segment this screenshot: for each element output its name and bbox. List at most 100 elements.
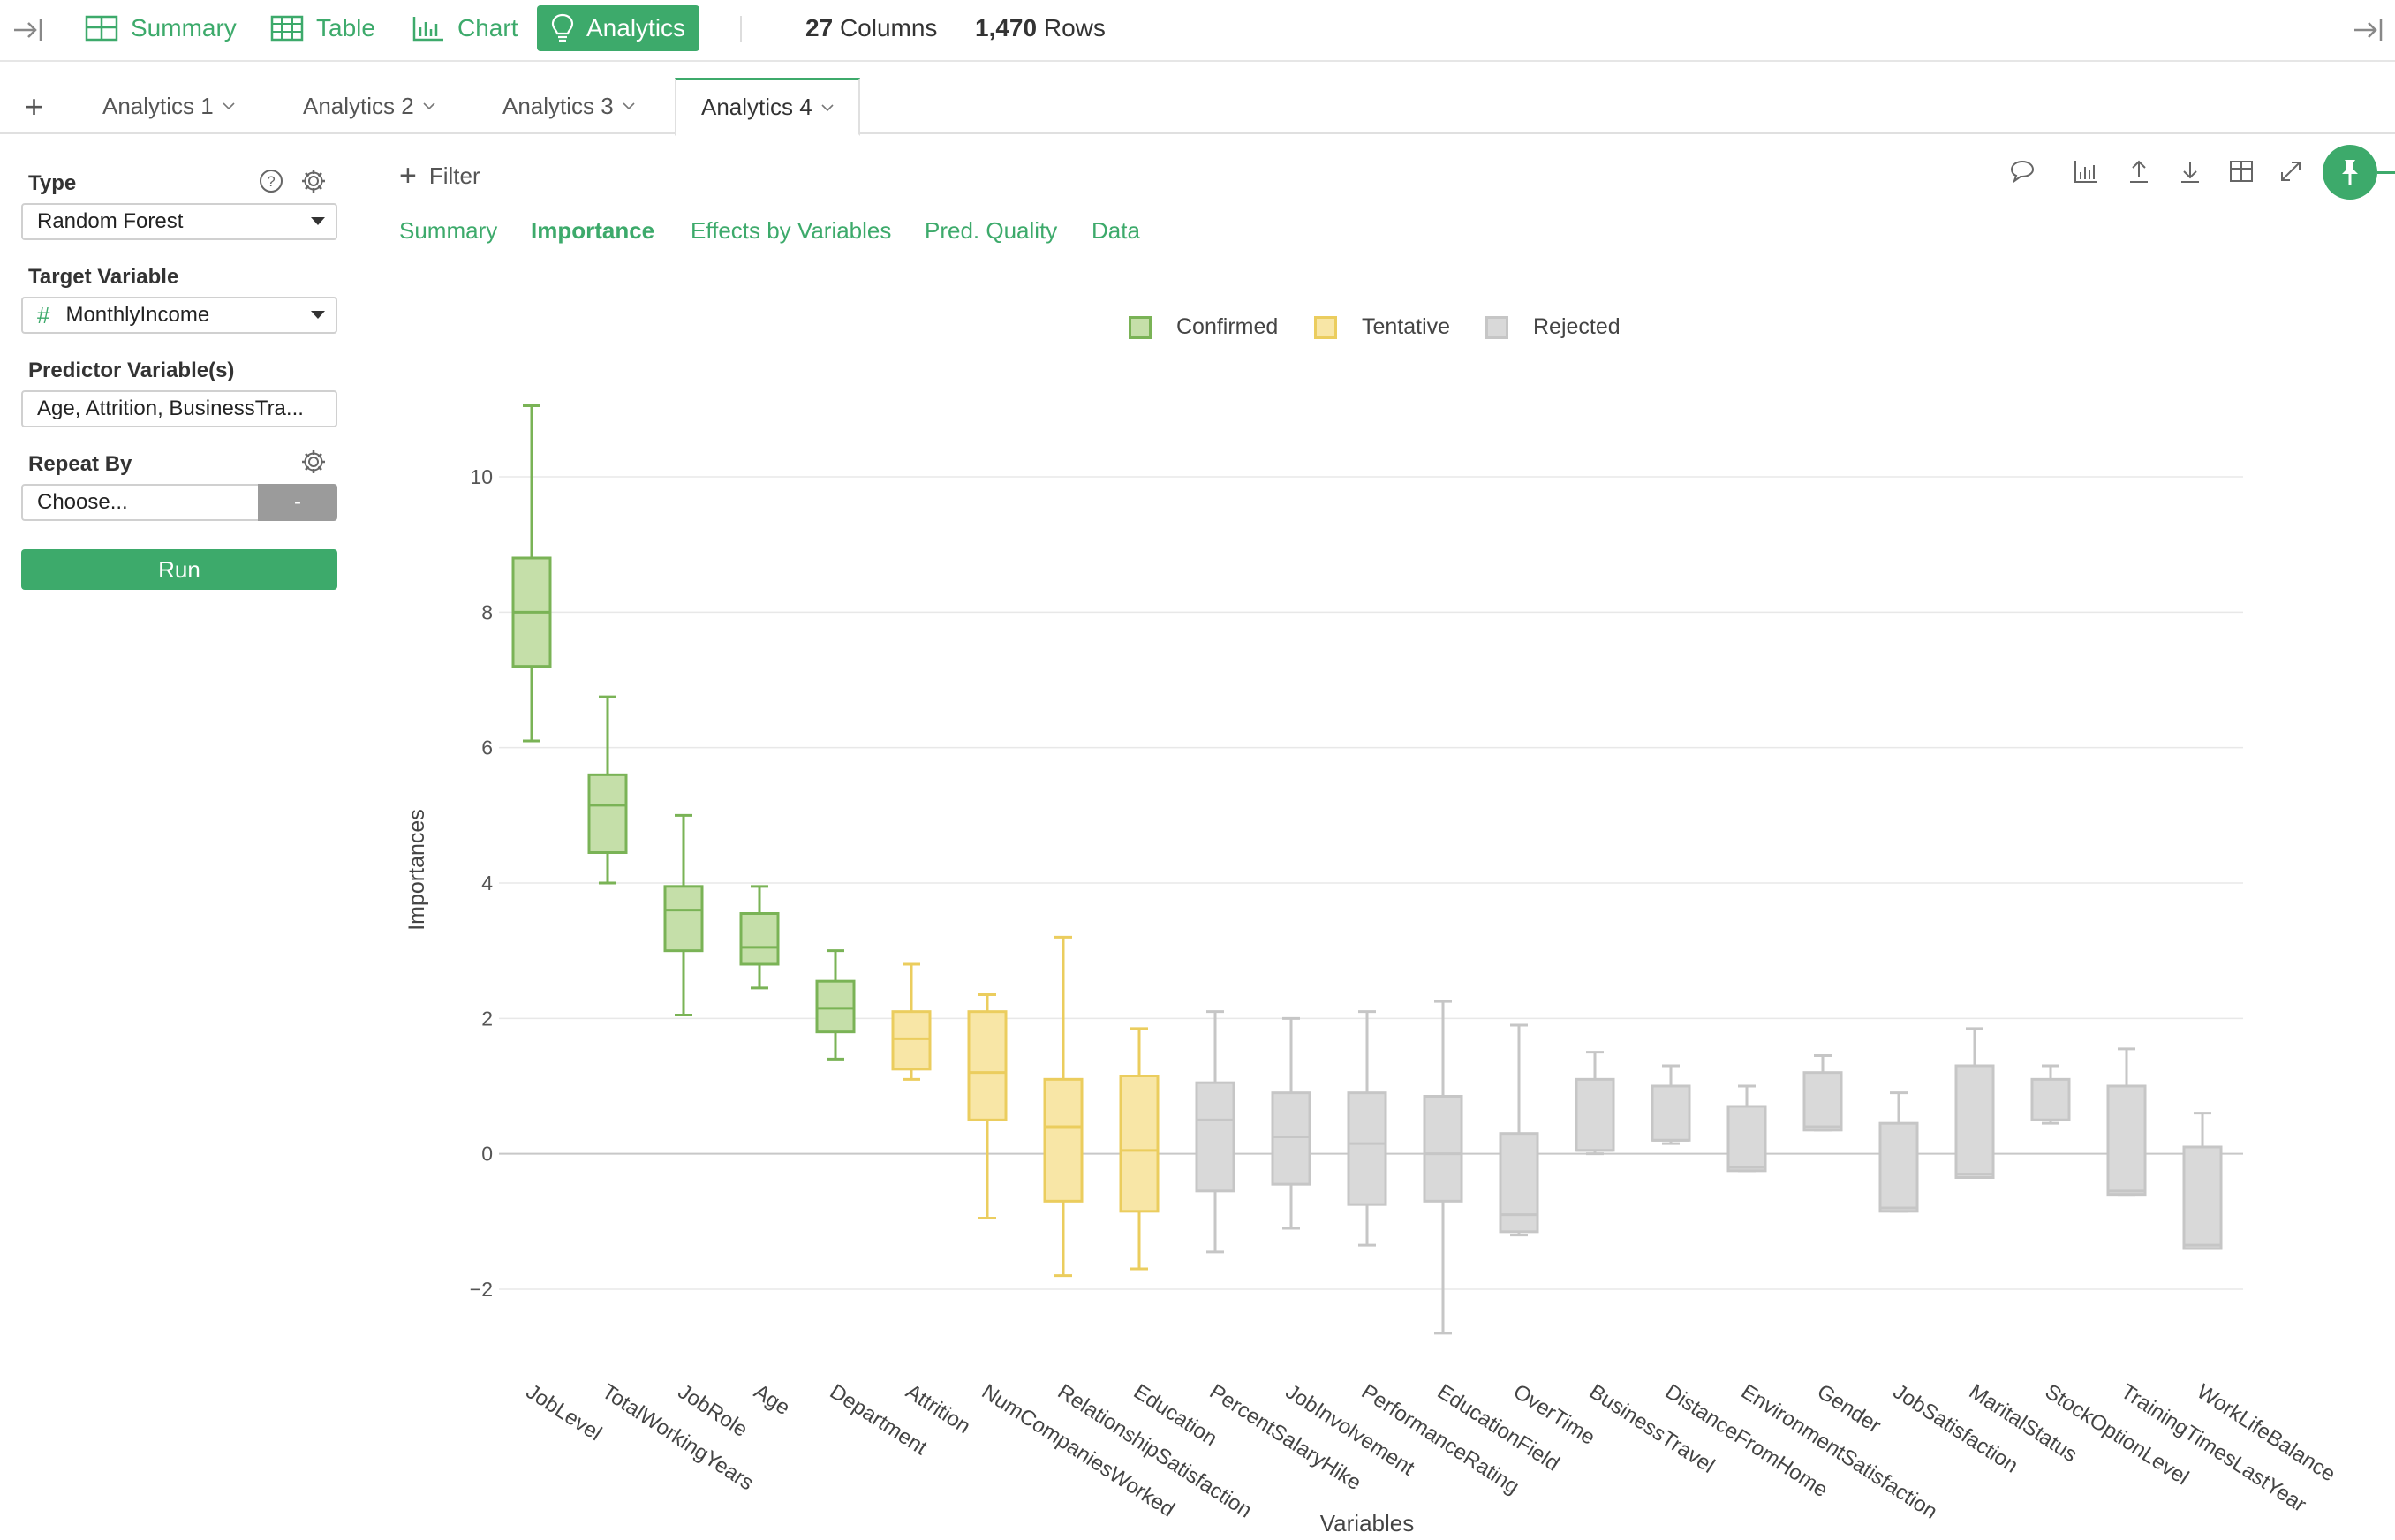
box-environmentsatisfaction: [1726, 1084, 1767, 1173]
y-tick-label: 8: [481, 600, 493, 623]
toolbar-divider: [740, 16, 742, 42]
nav-chart[interactable]: Chart: [397, 5, 532, 51]
tab-label: Analytics 3: [502, 92, 614, 119]
box-gender: [1802, 1054, 1843, 1132]
gear-icon[interactable]: [300, 449, 327, 475]
legend-label: Confirmed: [1176, 314, 1279, 339]
upload-icon[interactable]: [2123, 155, 2155, 187]
nav-analytics-label: Analytics: [586, 14, 686, 42]
filter-button[interactable]: + Filter: [399, 159, 480, 193]
pin-button[interactable]: [2323, 145, 2377, 200]
add-tab-button[interactable]: +: [25, 88, 44, 125]
gear-icon[interactable]: [300, 168, 327, 194]
subtab-data[interactable]: Data: [1092, 217, 1140, 244]
columns-label: Columns: [839, 14, 938, 42]
download-icon[interactable]: [2174, 155, 2206, 187]
tab-label: Analytics 2: [303, 92, 414, 119]
y-tick-label: 2: [481, 1007, 493, 1030]
columns-count: 27 Columns: [805, 14, 937, 42]
target-variable-value: MonthlyIncome: [65, 303, 210, 327]
repeat-by-clear-button[interactable]: -: [258, 484, 337, 521]
collapse-right-icon[interactable]: [2351, 12, 2386, 48]
run-button[interactable]: Run: [21, 549, 337, 590]
y-tick-label: −2: [470, 1278, 493, 1301]
y-axis-title: Importances: [404, 809, 429, 931]
type-select[interactable]: Random Forest: [21, 203, 337, 240]
predictor-variables-value: Age, Attrition, BusinessTra...: [37, 396, 304, 420]
box-jobrole: [663, 813, 704, 1016]
box-body: [2030, 1077, 2071, 1121]
dropdown-arrow-icon: [311, 311, 325, 319]
legend-item-confirmed[interactable]: Confirmed: [1129, 314, 1278, 340]
box-worklifebalance: [2182, 1112, 2223, 1250]
expand-icon[interactable]: [2275, 155, 2307, 187]
nav-chart-label: Chart: [457, 14, 518, 42]
tab-label: Analytics 1: [102, 92, 214, 119]
box-relationshipsatisfaction: [1043, 935, 1084, 1278]
box-body: [663, 885, 704, 953]
box-age: [739, 885, 780, 990]
legend-item-rejected[interactable]: Rejected: [1485, 314, 1621, 340]
type-label: Type: [28, 171, 77, 195]
settings-panel: Type ? Random Forest Target Variable # M…: [0, 134, 353, 1540]
subtab-summary[interactable]: Summary: [399, 217, 498, 244]
subtab-pred-quality[interactable]: Pred. Quality: [925, 217, 1058, 244]
tab-analytics-3[interactable]: Analytics 3: [502, 78, 635, 134]
box-body: [1119, 1075, 1160, 1213]
target-variable-select[interactable]: # MonthlyIncome: [21, 297, 337, 334]
svg-text:?: ?: [267, 173, 275, 190]
box-joblevel: [511, 404, 552, 743]
box-body: [1195, 1081, 1235, 1193]
box-overtime: [1499, 1023, 1539, 1237]
rows-count: 1,470 Rows: [975, 14, 1106, 42]
nav-table[interactable]: Table: [256, 5, 389, 51]
box-body: [1954, 1064, 1995, 1179]
comment-icon[interactable]: [2006, 155, 2038, 187]
y-tick-label: 10: [470, 465, 493, 488]
box-body: [1575, 1077, 1615, 1152]
box-education: [1119, 1027, 1160, 1271]
tab-analytics-4[interactable]: Analytics 4: [675, 78, 860, 136]
pin-icon: [2342, 160, 2358, 185]
filter-label: Filter: [428, 162, 480, 189]
box-trainingtimeslastyear: [2106, 1047, 2147, 1197]
box-maritalstatus: [1954, 1027, 1995, 1179]
legend-swatch-confirmed: [1129, 315, 1152, 339]
subtab-effects-by-variables[interactable]: Effects by Variables: [691, 217, 892, 244]
nav-analytics[interactable]: Analytics: [537, 5, 700, 51]
box-body: [1499, 1132, 1539, 1234]
box-body: [815, 979, 856, 1034]
repeat-by-select[interactable]: Choose...: [21, 484, 261, 521]
repeat-by-label: Repeat By: [28, 452, 132, 476]
nav-table-label: Table: [316, 14, 375, 42]
y-tick-label: 0: [481, 1143, 493, 1166]
x-axis-title: Variables: [1320, 1510, 1414, 1536]
chart-type-icon[interactable]: [2070, 155, 2102, 187]
summary-table-icon: [85, 15, 118, 42]
box-distancefromhome: [1651, 1064, 1691, 1145]
box-totalworkingyears: [587, 695, 628, 885]
predictor-variables-select[interactable]: Age, Attrition, BusinessTra...: [21, 390, 337, 427]
y-tick-label: 4: [481, 872, 493, 895]
tab-analytics-2[interactable]: Analytics 2: [303, 78, 435, 134]
grid-icon[interactable]: [2225, 155, 2257, 187]
table-icon: [270, 15, 304, 42]
subtab-importance[interactable]: Importance: [531, 217, 655, 244]
chevron-down-icon: [223, 102, 235, 110]
pin-connector: [2377, 171, 2395, 174]
legend-item-tentative[interactable]: Tentative: [1314, 314, 1450, 340]
box-body: [587, 773, 628, 854]
chart-boxes: [511, 404, 2223, 1335]
tab-analytics-1[interactable]: Analytics 1: [102, 78, 235, 134]
type-value: Random Forest: [37, 209, 184, 233]
box-body: [1043, 1077, 1084, 1203]
nav-summary[interactable]: Summary: [71, 5, 251, 51]
analytics-tab-bar: Analytics 1 Analytics 2 Analytics 3 Anal…: [0, 62, 2395, 136]
predictor-variables-label: Predictor Variable(s): [28, 359, 235, 382]
collapse-left-icon[interactable]: [11, 12, 46, 48]
help-icon[interactable]: ?: [258, 168, 284, 194]
legend-swatch-tentative: [1314, 315, 1337, 339]
box-body: [1271, 1091, 1311, 1186]
tab-label: Analytics 4: [701, 94, 812, 120]
